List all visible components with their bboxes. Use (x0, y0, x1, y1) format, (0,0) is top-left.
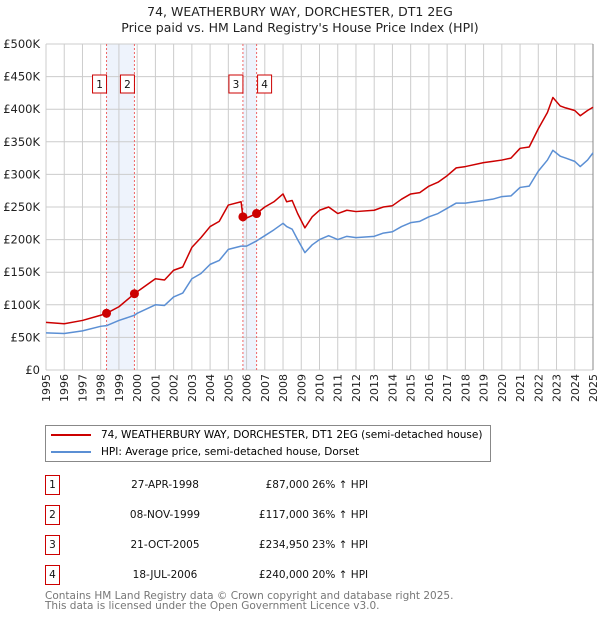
sale-label-box: 4 (257, 74, 273, 94)
x-tick-label: 2005 (222, 374, 235, 402)
transaction-hpi-change: 20% ↑ HPI (312, 569, 369, 581)
x-tick-label: 2011 (332, 374, 345, 402)
sale-label-number: 2 (124, 79, 131, 91)
x-tick-label: 2003 (186, 374, 199, 402)
chart-subtitle: Price paid vs. HM Land Registry's House … (121, 20, 479, 35)
transaction-price: £234,950 (258, 539, 309, 551)
x-tick-label: 2009 (295, 374, 308, 402)
sale-label-border (92, 74, 108, 94)
x-tick-label: 1995 (40, 374, 53, 402)
sale-label-box: 2 (119, 74, 135, 94)
transaction-hpi-change: 23% ↑ HPI (312, 539, 369, 551)
transaction-price: £240,000 (258, 569, 309, 581)
footer-licence: This data is licensed under the Open Gov… (45, 600, 380, 612)
y-tick-label: £150K (3, 265, 40, 279)
x-tick-label: 1996 (58, 374, 71, 402)
transaction-hpi-change: 26% ↑ HPI (312, 479, 369, 491)
legend-label: 74, WEATHERBURY WAY, DORCHESTER, DT1 2EG… (101, 429, 483, 441)
x-tick-label: 1997 (76, 374, 89, 402)
y-tick-label: £50K (11, 330, 41, 344)
x-tick-label: 2007 (259, 374, 272, 402)
transaction-date: 21-OCT-2005 (130, 539, 200, 551)
x-tick-label: 2020 (496, 374, 509, 402)
x-tick-label: 2016 (423, 374, 436, 402)
transaction-date: 08-NOV-1999 (129, 509, 201, 521)
y-tick-label: £100K (3, 298, 40, 312)
y-tick-label: £300K (3, 167, 40, 181)
sale-label-number: 3 (233, 79, 240, 91)
x-tick-label: 2008 (277, 374, 290, 402)
legend-label: HPI: Average price, semi-detached house,… (101, 446, 360, 458)
sale-label-border (119, 74, 135, 94)
x-tick-label: 2004 (204, 374, 217, 402)
sale-label-box: 1 (92, 74, 108, 94)
sale-point (129, 289, 139, 299)
y-tick-label: £500K (3, 37, 40, 51)
sale-label-border (257, 74, 273, 94)
legend-swatch-red (51, 434, 91, 436)
x-tick-label: 2001 (149, 374, 162, 402)
x-tick-label: 2012 (350, 374, 363, 402)
legend-swatch-blue (51, 451, 91, 453)
x-tick-label: 2022 (532, 374, 545, 402)
transaction-date: 27-APR-1998 (131, 479, 199, 491)
y-tick-label: £400K (3, 102, 40, 116)
sale-point (102, 308, 112, 318)
sale-label-number: 4 (261, 79, 268, 91)
sale-label-number: 1 (96, 79, 103, 91)
y-tick-label: £350K (3, 135, 40, 149)
legend-item-hpi: HPI: Average price, semi-detached house,… (51, 444, 359, 460)
y-tick-label: £450K (3, 70, 40, 84)
legend: 74, WEATHERBURY WAY, DORCHESTER, DT1 2EG… (45, 425, 491, 462)
x-tick-label: 2014 (386, 374, 399, 402)
x-tick-label: 2017 (441, 374, 454, 402)
x-tick-label: 2013 (368, 374, 381, 402)
sale-label-box: 3 (228, 74, 244, 94)
x-tick-label: 2018 (459, 374, 472, 402)
price-chart: 1995 1996 1997 1998 1999 2000 2001 2002 2003 2004… (3, 37, 600, 402)
x-tick-label: 2024 (569, 374, 582, 402)
x-tick-label: 2025 (587, 374, 600, 402)
sale-point (238, 212, 248, 222)
transaction-number: 2 (45, 505, 60, 525)
x-tick-label: 2023 (551, 374, 564, 402)
x-tick-label: 2021 (514, 374, 527, 402)
y-tick-label: £200K (3, 233, 40, 247)
x-tick-label: 2000 (131, 374, 144, 402)
legend-item-property: 74, WEATHERBURY WAY, DORCHESTER, DT1 2EG… (51, 427, 482, 443)
transaction-date: 18-JUL-2006 (132, 569, 198, 581)
y-tick-label: £250K (3, 200, 40, 214)
sale-label-border (228, 74, 244, 94)
transaction-price: £87,000 (265, 479, 309, 491)
x-tick-label: 1999 (113, 374, 126, 402)
x-tick-label: 2015 (405, 374, 418, 402)
transaction-number: 4 (45, 565, 60, 585)
transaction-price: £117,000 (258, 509, 309, 521)
footer-copyright: Contains HM Land Registry data © Crown c… (45, 590, 454, 602)
transaction-number: 1 (45, 475, 60, 495)
transaction-hpi-change: 36% ↑ HPI (312, 509, 369, 521)
x-tick-label: 1998 (95, 374, 108, 402)
hpi-series-line (45, 149, 594, 335)
x-tick-label: 2010 (314, 374, 327, 402)
x-tick-label: 2002 (168, 374, 181, 402)
x-tick-label: 2019 (478, 374, 491, 402)
property-series-line (45, 96, 594, 325)
transaction-number: 3 (45, 535, 60, 555)
y-tick-label: £0 (25, 363, 40, 377)
chart-title: 74, WEATHERBURY WAY, DORCHESTER, DT1 2EG (147, 4, 453, 19)
x-tick-label: 2006 (241, 374, 254, 402)
sale-point (252, 209, 262, 219)
